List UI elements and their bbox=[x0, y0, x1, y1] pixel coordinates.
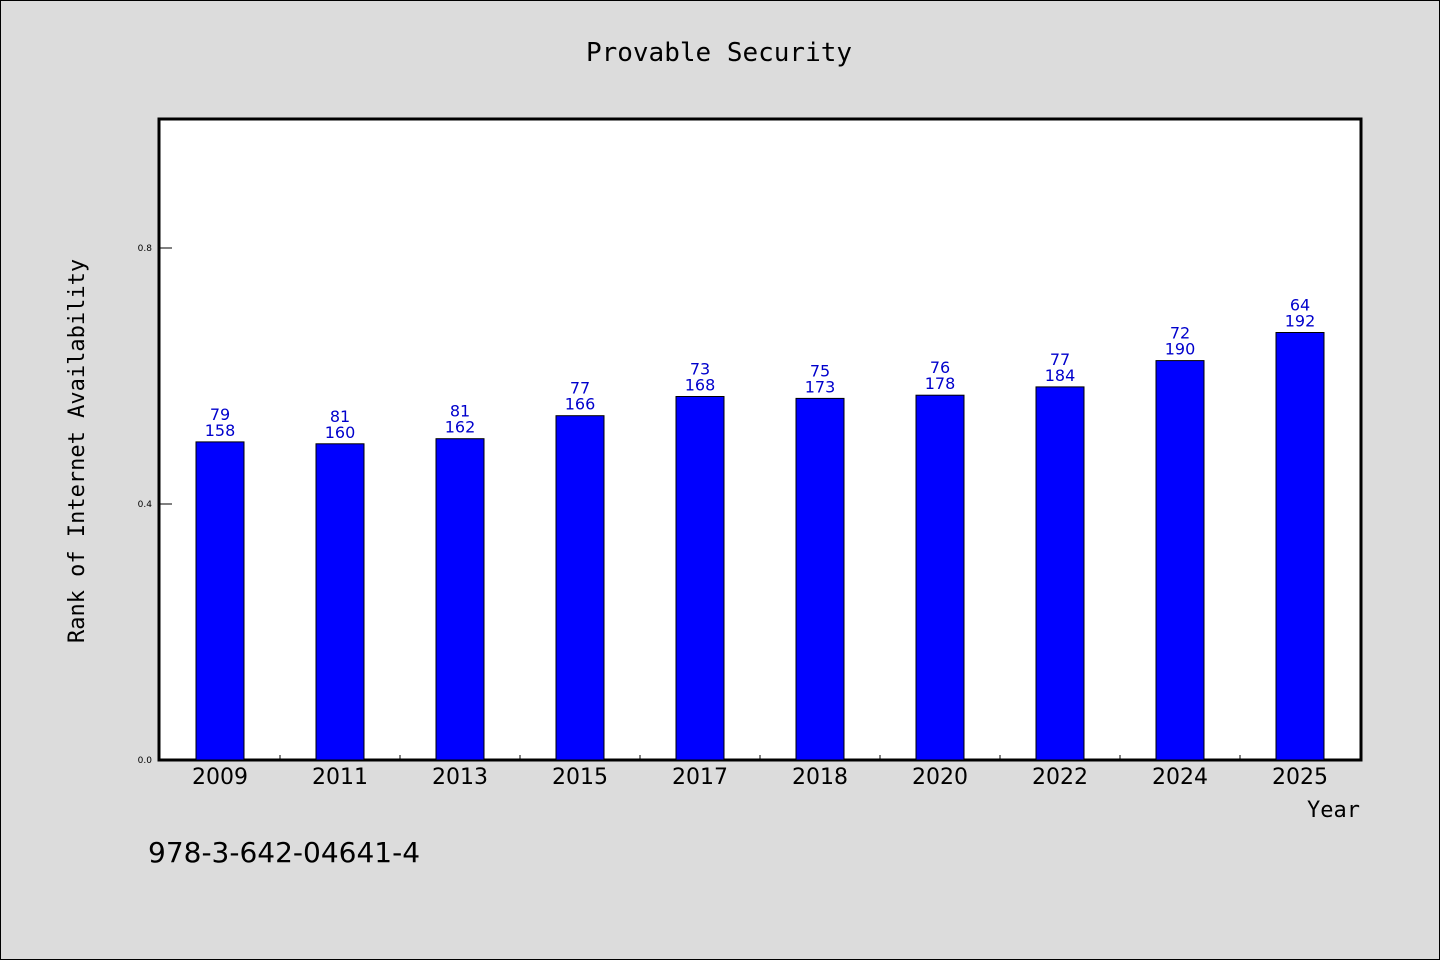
bar-2011 bbox=[315, 443, 365, 761]
y-tick-label: 0.0 bbox=[138, 756, 153, 766]
x-tick-label-2011: 2011 bbox=[312, 765, 368, 790]
value-label-top: 81 bbox=[450, 402, 470, 421]
y-tick-label: 0.4 bbox=[138, 500, 153, 510]
value-label-top: 76 bbox=[930, 358, 950, 377]
bars-group bbox=[195, 332, 1325, 761]
value-label-bottom: 158 bbox=[205, 421, 236, 440]
x-tick-label-2017: 2017 bbox=[672, 765, 728, 790]
x-tick-label-2025: 2025 bbox=[1272, 765, 1328, 790]
value-label-bottom: 166 bbox=[565, 395, 596, 414]
bar-2022 bbox=[1035, 386, 1085, 761]
bar-2020 bbox=[915, 394, 965, 761]
bar-2015 bbox=[555, 415, 605, 761]
bar-2017 bbox=[675, 396, 725, 761]
x-tick-label-2013: 2013 bbox=[432, 765, 488, 790]
bar-2018 bbox=[795, 397, 845, 761]
x-axis-label: Year bbox=[1307, 798, 1360, 823]
x-axis-ticks: 2009 2011 2013 2015 2017 2018 2020 2022 2024 2025 bbox=[192, 755, 1328, 790]
value-label-bottom: 173 bbox=[805, 377, 836, 396]
x-tick-label-2009: 2009 bbox=[192, 765, 248, 790]
value-label-bottom: 192 bbox=[1285, 312, 1316, 331]
value-label-top: 77 bbox=[570, 379, 590, 398]
value-label-top: 75 bbox=[810, 361, 830, 380]
x-tick-label-2018: 2018 bbox=[792, 765, 848, 790]
value-label-top: 81 bbox=[330, 407, 350, 426]
x-tick-label-2020: 2020 bbox=[912, 765, 968, 790]
value-label-bottom: 178 bbox=[925, 374, 956, 393]
value-label-top: 73 bbox=[690, 360, 710, 379]
value-label-bottom: 160 bbox=[325, 423, 356, 442]
value-label-bottom: 184 bbox=[1045, 366, 1076, 385]
value-label-bottom: 168 bbox=[685, 376, 716, 395]
y-axis-ticks: 0.0 0.4 0.8 bbox=[138, 244, 172, 766]
x-tick-label-2022: 2022 bbox=[1032, 765, 1088, 790]
bar-2009 bbox=[195, 441, 245, 761]
value-label-bottom: 190 bbox=[1165, 340, 1196, 359]
chart-title: Provable Security bbox=[586, 38, 852, 68]
value-label-bottom: 162 bbox=[445, 418, 476, 437]
y-axis-label: Rank of Internet Availability bbox=[65, 259, 90, 643]
value-label-top: 77 bbox=[1050, 350, 1070, 369]
value-label-top: 72 bbox=[1170, 324, 1190, 343]
bar-2024 bbox=[1155, 360, 1205, 761]
x-tick-label-2015: 2015 bbox=[552, 765, 608, 790]
value-label-top: 64 bbox=[1290, 296, 1310, 315]
bar-2025 bbox=[1275, 332, 1325, 761]
bar-2013 bbox=[435, 438, 485, 761]
x-tick-label-2024: 2024 bbox=[1152, 765, 1208, 790]
value-labels-group: 7915881160811627716673168751737617877184… bbox=[205, 296, 1316, 442]
value-label-top: 79 bbox=[210, 405, 230, 424]
footnote-isbn: 978-3-642-04641-4 bbox=[148, 836, 420, 869]
y-tick-label: 0.8 bbox=[138, 244, 153, 254]
